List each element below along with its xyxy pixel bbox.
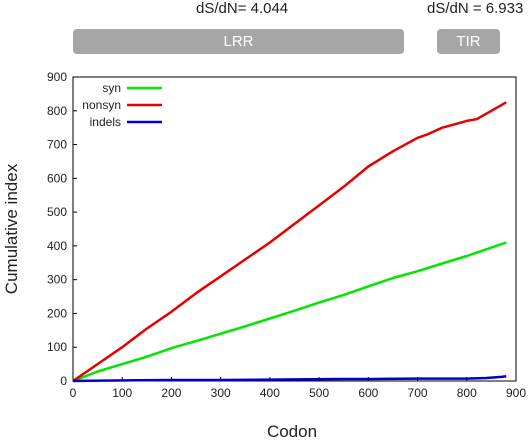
x-tick-label: 200	[161, 386, 181, 400]
y-tick-label: 200	[47, 306, 67, 320]
y-tick-label: 700	[47, 138, 67, 152]
x-tick-label: 900	[506, 386, 526, 400]
x-tick-label: 0	[70, 386, 77, 400]
series-line-nonsyn	[72, 101, 507, 383]
legend: syn nonsyn indels	[82, 81, 162, 129]
lrr-domain-label: LRR	[223, 33, 254, 50]
y-tick-label: 600	[47, 171, 67, 185]
y-tick-label: 100	[47, 340, 67, 354]
legend-label-nonsyn: nonsyn	[82, 98, 121, 112]
x-tick-label: 700	[408, 386, 428, 400]
y-tick-label: 300	[47, 273, 67, 287]
plot-frame	[72, 76, 517, 382]
x-tick-label: 300	[211, 386, 231, 400]
x-tick-label: 600	[358, 386, 378, 400]
y-axis: 0 100 200 300 400 500 600 700 800 900	[47, 70, 77, 388]
series-line-indels	[72, 375, 507, 383]
lrr-domain-bar: LRR	[73, 29, 404, 54]
legend-label-syn: syn	[102, 81, 121, 95]
y-tick-label: 400	[47, 239, 67, 253]
y-tick-label: 0	[60, 374, 67, 388]
series-lines	[72, 101, 507, 383]
y-tick-label: 500	[47, 205, 67, 219]
tir-domain-label: TIR	[456, 33, 481, 50]
y-axis-label: Cumulative index	[2, 163, 21, 294]
x-axis-label: Codon	[267, 422, 317, 441]
x-tick-label: 400	[260, 386, 280, 400]
x-tick-label: 500	[309, 386, 329, 400]
tir-dsdn-label: dS/dN = 6.933	[427, 0, 524, 17]
y-tick-label: 800	[47, 104, 67, 118]
lrr-dsdn-label: dS/dN= 4.044	[196, 0, 289, 17]
legend-label-indels: indels	[90, 115, 121, 129]
x-tick-label: 100	[112, 386, 132, 400]
x-tick-label: 800	[457, 386, 477, 400]
y-tick-label: 900	[47, 70, 67, 84]
x-axis: 0 100 200 300 400 500 600 700 800 900	[70, 377, 526, 400]
series-line-syn	[72, 241, 507, 383]
tir-domain-bar: TIR	[437, 29, 500, 54]
